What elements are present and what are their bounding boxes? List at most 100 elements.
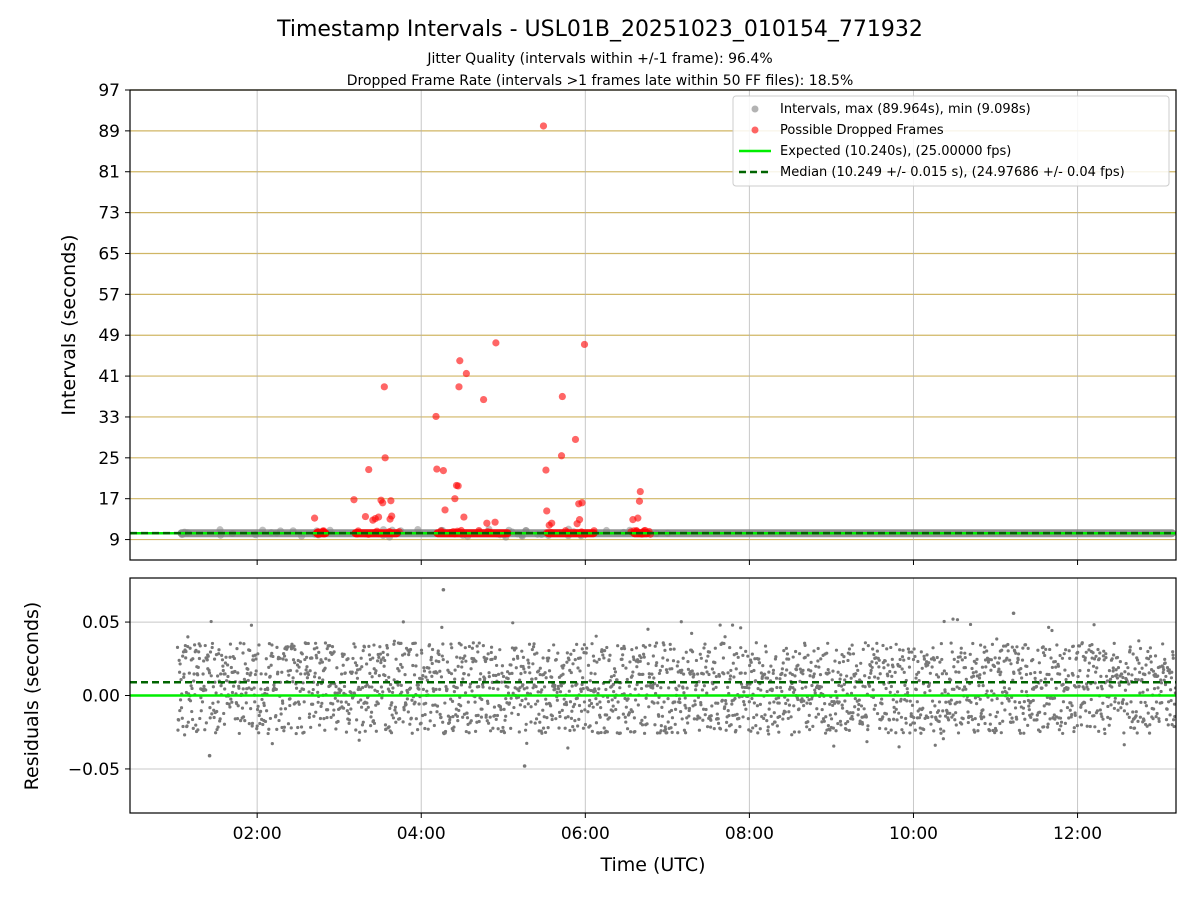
residual-point xyxy=(375,659,380,663)
residual-point xyxy=(823,731,828,735)
residual-point xyxy=(394,720,398,724)
residual-point xyxy=(952,687,956,691)
residual-point xyxy=(738,725,742,729)
residual-point xyxy=(370,675,374,679)
residual-point xyxy=(1055,643,1059,647)
residual-point xyxy=(861,647,865,651)
residual-point xyxy=(334,684,338,689)
residual-point xyxy=(809,660,813,664)
residual-point xyxy=(910,650,914,654)
residual-point xyxy=(350,670,354,674)
residual-point xyxy=(556,651,560,655)
residual-point xyxy=(780,671,784,675)
residual-point xyxy=(851,711,855,715)
intervals-y-tick-label: 9 xyxy=(109,531,120,551)
x-tick-label: 12:00 xyxy=(1053,824,1102,844)
residual-point xyxy=(591,705,595,709)
residual-point xyxy=(1058,672,1062,676)
residual-point xyxy=(431,703,435,707)
residual-point xyxy=(511,621,515,625)
residual-point xyxy=(1101,701,1105,705)
intervals-y-tick-label: 57 xyxy=(98,285,120,305)
residual-point xyxy=(288,703,292,708)
residual-point xyxy=(952,657,956,661)
residual-point xyxy=(944,700,948,704)
residual-point xyxy=(964,677,968,681)
residual-point xyxy=(582,700,587,704)
residual-point xyxy=(1148,723,1152,727)
residual-point xyxy=(1016,652,1021,656)
residual-point xyxy=(683,696,687,700)
legend: Intervals, max (89.964s), min (9.098s) P… xyxy=(732,95,1170,187)
residual-point xyxy=(1054,686,1058,690)
residual-point xyxy=(450,646,454,650)
residual-point xyxy=(1110,685,1114,689)
residual-point xyxy=(1054,665,1058,669)
residual-point xyxy=(656,701,660,705)
residual-point xyxy=(423,712,427,717)
residual-point xyxy=(373,671,378,675)
residual-point xyxy=(221,664,225,668)
residual-point xyxy=(735,712,739,716)
residual-point xyxy=(506,677,510,681)
dropped-frame-point xyxy=(310,514,319,522)
residual-point xyxy=(309,725,313,729)
residual-point xyxy=(318,716,323,721)
residual-point xyxy=(758,702,762,706)
residual-point xyxy=(470,689,474,693)
residual-point xyxy=(568,700,573,704)
residual-point xyxy=(929,722,933,726)
residual-point xyxy=(204,721,208,725)
residual-point xyxy=(752,701,756,705)
dropped-frame-point xyxy=(492,339,500,347)
residual-point xyxy=(383,723,388,727)
residual-point xyxy=(839,684,844,688)
residual-point xyxy=(255,724,259,728)
residual-point xyxy=(672,647,676,651)
residual-point xyxy=(361,720,365,724)
residual-point xyxy=(537,669,541,673)
residual-point xyxy=(437,659,441,664)
residual-point xyxy=(441,657,445,662)
residual-point xyxy=(1122,709,1127,713)
residual-point xyxy=(481,644,485,648)
residual-point xyxy=(537,712,541,716)
residual-point xyxy=(1137,639,1141,643)
residual-point xyxy=(483,659,488,664)
residual-point xyxy=(926,715,930,720)
residual-point xyxy=(1022,700,1026,704)
residual-point xyxy=(319,704,323,708)
residual-point xyxy=(410,731,414,735)
residual-point xyxy=(845,674,849,678)
residual-point xyxy=(392,642,396,646)
residual-point xyxy=(486,721,491,725)
residual-point xyxy=(787,703,792,707)
residual-point xyxy=(391,716,396,720)
residual-point xyxy=(465,716,470,720)
residual-point xyxy=(618,686,622,690)
residual-point xyxy=(188,646,192,650)
residual-point xyxy=(603,649,607,653)
residual-point xyxy=(535,651,539,655)
residual-point xyxy=(701,718,705,722)
residual-point xyxy=(217,648,221,652)
residual-point xyxy=(203,643,207,648)
residual-point xyxy=(1127,682,1131,686)
residual-point xyxy=(654,641,659,645)
residual-point xyxy=(1112,706,1117,711)
residual-point xyxy=(981,684,985,688)
residual-point xyxy=(477,684,481,689)
residual-point xyxy=(449,642,453,646)
residual-point xyxy=(644,696,648,700)
residual-point xyxy=(659,686,663,690)
legend-marker-dropped xyxy=(751,126,759,134)
residual-point xyxy=(310,656,314,660)
residual-point xyxy=(180,716,184,720)
residual-point xyxy=(812,672,816,676)
residual-point xyxy=(576,666,580,670)
residual-point xyxy=(959,646,963,650)
residual-point xyxy=(786,716,790,721)
residual-point xyxy=(1113,696,1117,700)
residual-point xyxy=(1128,645,1132,649)
residual-point xyxy=(1005,691,1009,695)
